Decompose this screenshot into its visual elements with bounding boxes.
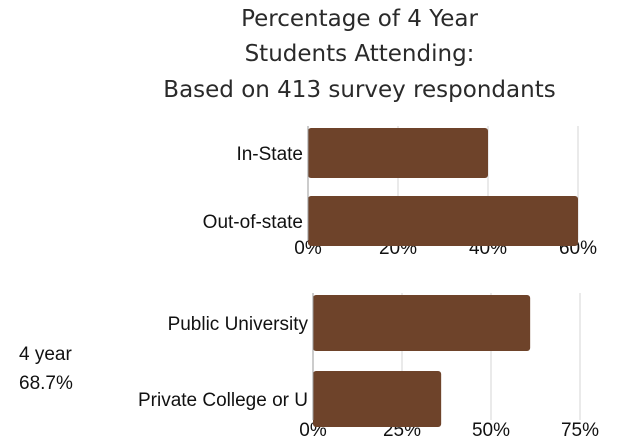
category-label: Public University (168, 314, 309, 335)
bar-private-college-or-u (313, 371, 442, 427)
bar-out-of-state (308, 196, 578, 246)
side-note-value: 68.7% (19, 373, 73, 394)
x-tick-label: 50% (472, 420, 510, 441)
side-note-label: 4 year (19, 344, 72, 365)
bar-in-state (308, 128, 488, 178)
category-label: In-State (236, 144, 303, 165)
x-tick-label: 75% (561, 420, 599, 441)
category-label: Private College or U (138, 390, 308, 411)
bar-public-university (313, 295, 531, 351)
chart-title-line-3: Based on 413 survey respondants (163, 77, 556, 103)
category-label: Out-of-state (203, 212, 303, 233)
chart-title-line-2: Students Attending: (244, 41, 475, 67)
chart-title-line-1: Percentage of 4 Year (241, 6, 478, 32)
